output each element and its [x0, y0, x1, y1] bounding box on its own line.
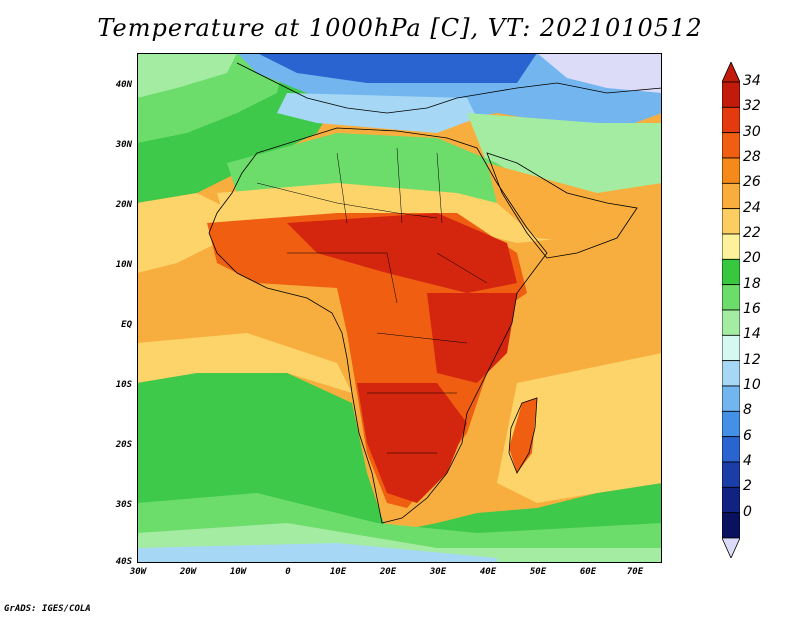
indian-ocean-yellow [497, 353, 662, 503]
colorbar-cell [722, 182, 740, 210]
north-atlantic-cool [137, 53, 237, 98]
colorbar-cell [722, 461, 740, 488]
colorbar-cell [722, 81, 740, 108]
lon-tick-label: 10E [329, 567, 347, 577]
lon-tick-label: 20E [379, 567, 397, 577]
lon-tick-label: 60E [579, 567, 597, 577]
lon-tick-label: 0 [285, 567, 291, 577]
lat-tick-label: 10S [115, 380, 132, 390]
colorbar-label: 4 [743, 453, 752, 469]
lat-tick-label: 30N [115, 140, 132, 150]
southern-ocean-blue [137, 543, 497, 563]
colorbar-label: 30 [743, 123, 761, 140]
lon-tick-label: 10W [229, 567, 247, 577]
lon-tick-label: 40E [479, 567, 497, 577]
temperature-map [137, 53, 662, 563]
map-title: Temperature at 1000hPa [C], VT: 20210105… [97, 14, 703, 42]
colorbar-over-triangle [722, 62, 740, 83]
colorbar-label: 32 [743, 98, 761, 115]
east-africa-hot [427, 293, 517, 383]
lat-tick-label: 30S [115, 500, 132, 510]
lat-tick-label: EQ [121, 320, 132, 330]
colorbar [722, 62, 740, 558]
colorbar-label: 8 [743, 402, 752, 419]
sahel-hot [287, 213, 517, 293]
africa-coastline [208, 127, 548, 524]
colorbar-cell [722, 512, 740, 539]
colorbar-label: 34 [743, 73, 761, 89]
colorbar-cell [722, 410, 740, 438]
colorbar-cell [722, 132, 740, 159]
europe-coastline [236, 62, 662, 114]
colorbar-label: 10 [743, 377, 761, 393]
lon-tick-label: 30E [429, 567, 447, 577]
madagascar-warm [509, 398, 537, 473]
arabia-warm [487, 163, 637, 243]
colorbar-under-triangle [722, 537, 740, 558]
colorbar-label: 22 [743, 225, 761, 241]
colorbar-cell [722, 208, 740, 235]
colorbar-label: 28 [743, 149, 761, 165]
colorbar-cell [722, 233, 740, 260]
colorbar-cell [722, 436, 740, 463]
colorbar-cell [722, 334, 740, 362]
lon-tick-label: 70E [626, 567, 644, 577]
lat-tick-label: 40S [115, 557, 132, 567]
colorbar-label: 14 [743, 326, 761, 343]
colorbar-label: 2 [743, 478, 752, 495]
colorbar-cell [722, 385, 740, 412]
colorbar-label: 24 [743, 199, 761, 216]
asia-snow [537, 53, 662, 93]
colorbar-label: 20 [743, 250, 761, 267]
tropical-atlantic-yellow [137, 193, 237, 273]
colorbar-cell [722, 309, 740, 336]
colorbar-label: 26 [743, 174, 761, 191]
colorbar-cell [722, 157, 740, 184]
colorbar-label: 0 [743, 503, 752, 520]
colorbar-cell [722, 284, 740, 311]
lat-tick-label: 20N [115, 200, 132, 210]
lat-tick-label: 10N [115, 260, 132, 270]
colorbar-cell [722, 486, 740, 514]
madagascar-coastline [508, 397, 538, 474]
lon-tick-label: 20W [179, 567, 197, 577]
colorbar-label: 6 [743, 427, 752, 444]
arabian-sea [517, 203, 662, 373]
lat-tick-label: 40N [115, 80, 132, 90]
colorbar-cell [722, 106, 740, 134]
lon-tick-label: 30W [129, 567, 147, 577]
southern-africa-hot [357, 383, 467, 503]
border-lines [256, 147, 488, 454]
credit-text: GrADS: IGES/COLA [4, 604, 91, 614]
colorbar-label: 12 [743, 351, 761, 368]
europe-colder [257, 53, 537, 83]
south-atlantic-yellow [137, 333, 352, 393]
arabia-coastline [486, 152, 638, 259]
map-frame [137, 53, 662, 563]
colorbar-label: 16 [743, 301, 761, 317]
colorbar-cell [722, 360, 740, 387]
lon-tick-label: 50E [529, 567, 547, 577]
colorbar-cell [722, 258, 740, 286]
colorbar-label: 18 [743, 275, 761, 292]
lat-tick-label: 20S [115, 440, 132, 450]
